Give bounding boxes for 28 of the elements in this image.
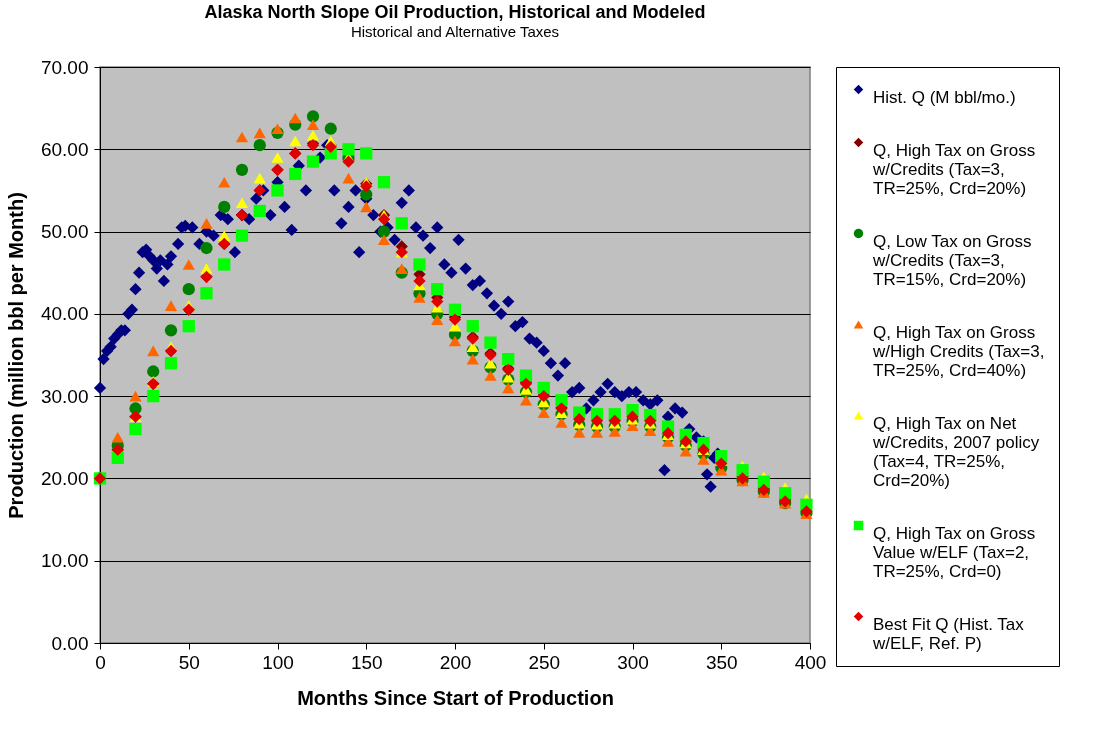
chart-title: Alaska North Slope Oil Production, Historical and Modeled bbox=[204, 2, 706, 22]
legend-label: Best Fit Q (Hist. Tax w/ELF, Ref. P) bbox=[872, 614, 1025, 653]
legend-label: Q, High Tax on Gross Value w/ELF (Tax=2, TR=25%, Crd=0) bbox=[873, 523, 1036, 581]
x-axis-title: Months Since Start of Production bbox=[297, 686, 614, 709]
x-tick-label: 50 bbox=[178, 651, 200, 673]
legend-label: Q, Low Tax on Gross w/Credits (Tax=3, TR=15%, Crd=20%) bbox=[872, 231, 1032, 289]
y-tick-label: 50.00 bbox=[40, 221, 89, 243]
x-tick-label: 100 bbox=[262, 651, 294, 673]
y-tick-label: 10.00 bbox=[40, 550, 89, 572]
y-tick-label: 0.00 bbox=[51, 632, 89, 654]
chart-subtitle: Historical and Alternative Taxes bbox=[350, 23, 560, 40]
y-tick-label: 60.00 bbox=[40, 138, 89, 160]
y-tick-label: 70.00 bbox=[40, 56, 89, 78]
x-tick-label: 150 bbox=[350, 651, 383, 673]
x-tick-label: 300 bbox=[617, 651, 649, 673]
x-tick-label: 200 bbox=[439, 651, 472, 673]
legend-label: Q, High Tax on Gross w/Credits (Tax=3, TR=25%, Crd=20%) bbox=[872, 140, 1036, 198]
legend-label: Q, High Tax on Gross w/High Credits (Tax=3, TR=25%, Crd=40%) bbox=[872, 322, 1045, 380]
legend-label: Q, High Tax on Net w/Credits, 2007 policy (Tax=4, TR=25%, Crd=20%) bbox=[872, 413, 1040, 490]
y-axis-title: Production (million bbl per Month) bbox=[4, 192, 27, 519]
x-tick-label: 250 bbox=[528, 651, 561, 673]
y-tick-label: 20.00 bbox=[40, 467, 89, 489]
x-tick-label: 400 bbox=[794, 651, 827, 673]
y-tick-label: 30.00 bbox=[40, 385, 89, 407]
x-tick-label: 0 bbox=[95, 651, 106, 673]
y-tick-label: 40.00 bbox=[40, 303, 89, 325]
x-tick-label: 350 bbox=[705, 651, 738, 673]
legend-label: Hist. Q (M bbl/mo.) bbox=[873, 87, 1016, 107]
